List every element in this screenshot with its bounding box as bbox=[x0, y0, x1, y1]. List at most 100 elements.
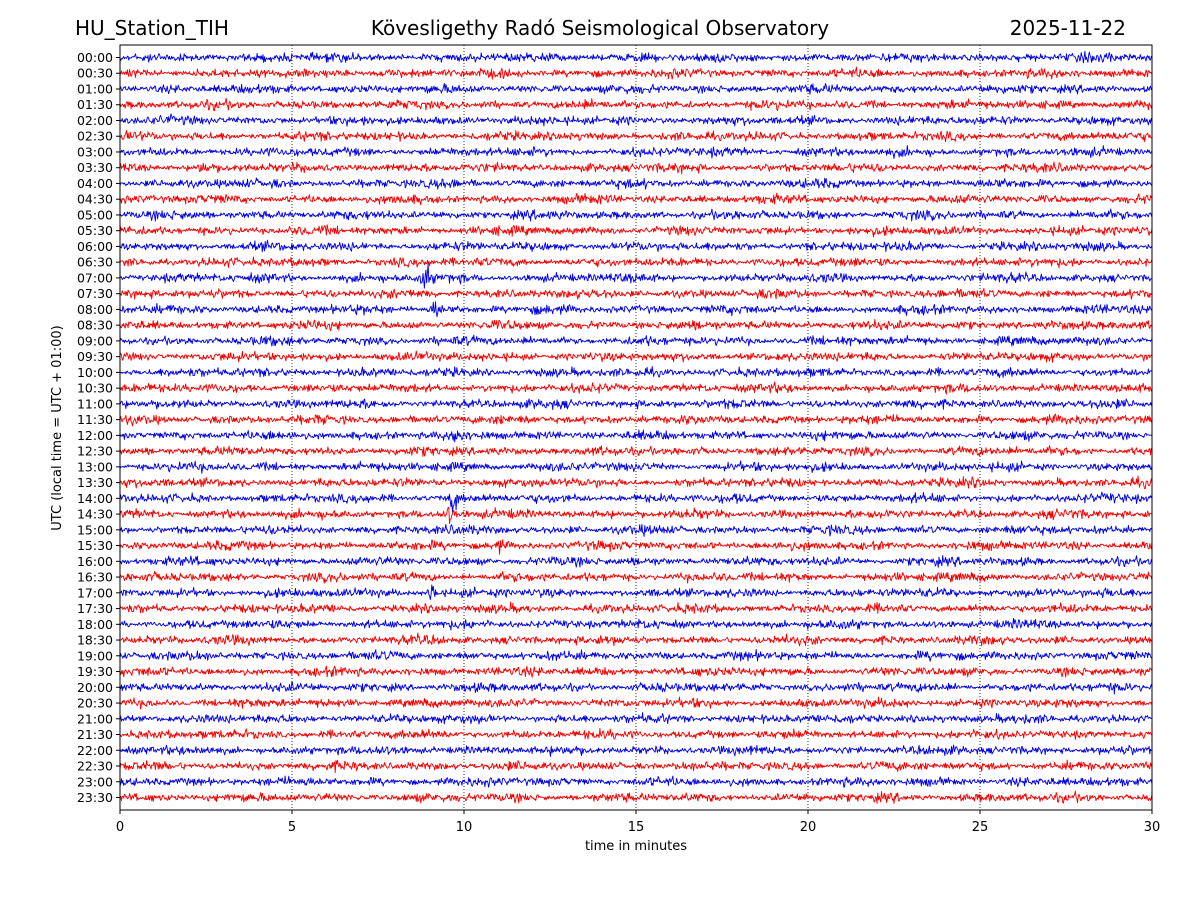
y-axis: 00:0000:3001:0001:3002:0002:3003:0003:30… bbox=[77, 50, 120, 805]
trace-0630 bbox=[119, 256, 1153, 269]
y-tick-label: 05:30 bbox=[77, 223, 113, 238]
y-tick-label: 22:00 bbox=[77, 743, 113, 758]
y-tick-label: 18:00 bbox=[77, 617, 113, 632]
trace-2300 bbox=[119, 775, 1153, 788]
grid bbox=[291, 45, 981, 810]
y-tick-label: 17:30 bbox=[77, 601, 113, 616]
y-tick-label: 23:30 bbox=[77, 790, 113, 805]
x-tick-label: 0 bbox=[116, 820, 124, 835]
x-tick-label: 15 bbox=[628, 820, 645, 835]
trace-1500 bbox=[119, 523, 1153, 537]
y-tick-label: 14:00 bbox=[77, 491, 113, 506]
trace-2330 bbox=[119, 790, 1153, 804]
x-axis: 0 5 10 15 20 25 30 bbox=[116, 810, 1160, 835]
trace-1900 bbox=[119, 648, 1153, 662]
trace-0830 bbox=[119, 319, 1153, 332]
chart-date: 2025-11-22 bbox=[1009, 16, 1126, 40]
trace-1300 bbox=[119, 460, 1153, 474]
trace-1400 bbox=[119, 491, 1153, 513]
trace-0130 bbox=[119, 97, 1153, 112]
y-tick-label: 02:30 bbox=[77, 129, 113, 144]
x-tick-label: 25 bbox=[972, 820, 989, 835]
trace-1430 bbox=[119, 506, 1153, 525]
trace-0330 bbox=[119, 161, 1153, 175]
y-tick-label: 21:00 bbox=[77, 711, 113, 726]
y-tick-label: 09:00 bbox=[77, 333, 113, 348]
trace-0530 bbox=[119, 224, 1153, 238]
trace-1930 bbox=[119, 665, 1153, 678]
trace-2230 bbox=[119, 759, 1153, 774]
y-tick-label: 07:00 bbox=[77, 270, 113, 285]
y-tick-label: 19:30 bbox=[77, 664, 113, 679]
y-tick-label: 03:00 bbox=[77, 144, 113, 159]
y-tick-label: 10:00 bbox=[77, 365, 113, 380]
trace-2030 bbox=[119, 696, 1153, 710]
trace-0500 bbox=[119, 208, 1153, 222]
trace-1630 bbox=[119, 570, 1153, 584]
trace-0700 bbox=[119, 263, 1153, 289]
y-tick-label: 04:30 bbox=[77, 192, 113, 207]
y-tick-label: 18:30 bbox=[77, 633, 113, 648]
y-tick-label: 08:30 bbox=[77, 318, 113, 333]
trace-0400 bbox=[119, 177, 1153, 191]
y-tick-label: 23:00 bbox=[77, 774, 113, 789]
trace-0930 bbox=[119, 350, 1153, 363]
trace-2100 bbox=[119, 712, 1153, 725]
trace-0200 bbox=[119, 113, 1153, 127]
y-tick-label: 22:30 bbox=[77, 759, 113, 774]
y-tick-label: 16:30 bbox=[77, 570, 113, 585]
y-tick-label: 01:00 bbox=[77, 81, 113, 96]
y-tick-label: 03:30 bbox=[77, 160, 113, 175]
y-axis-label: UTC (local time = UTC + 01:00) bbox=[50, 325, 65, 530]
trace-1130 bbox=[119, 413, 1153, 427]
trace-2000 bbox=[119, 681, 1153, 695]
trace-1800 bbox=[119, 617, 1153, 631]
trace-0100 bbox=[119, 82, 1153, 95]
y-tick-label: 06:00 bbox=[77, 239, 113, 254]
trace-1830 bbox=[120, 632, 1153, 647]
trace-0030 bbox=[119, 66, 1153, 80]
y-tick-label: 06:30 bbox=[77, 255, 113, 270]
y-tick-label: 20:30 bbox=[77, 696, 113, 711]
trace-1200 bbox=[119, 429, 1153, 443]
trace-1530 bbox=[119, 539, 1153, 555]
trace-1700 bbox=[119, 584, 1153, 601]
y-tick-label: 12:00 bbox=[77, 428, 113, 443]
y-tick-label: 13:30 bbox=[77, 475, 113, 490]
trace-0000 bbox=[119, 50, 1153, 64]
x-axis-label: time in minutes bbox=[585, 839, 687, 854]
y-tick-label: 14:30 bbox=[77, 507, 113, 522]
y-tick-label: 11:30 bbox=[77, 412, 113, 427]
trace-1730 bbox=[119, 601, 1153, 615]
y-tick-label: 07:30 bbox=[77, 286, 113, 301]
traces bbox=[119, 50, 1153, 804]
y-tick-label: 15:00 bbox=[77, 522, 113, 537]
y-tick-label: 05:00 bbox=[77, 207, 113, 222]
x-tick-label: 5 bbox=[288, 820, 296, 835]
y-tick-label: 04:00 bbox=[77, 176, 113, 191]
y-tick-label: 13:00 bbox=[77, 459, 113, 474]
y-tick-label: 00:00 bbox=[77, 50, 113, 65]
y-tick-label: 15:30 bbox=[77, 538, 113, 553]
y-tick-label: 17:00 bbox=[77, 585, 113, 600]
x-tick-label: 20 bbox=[800, 820, 817, 835]
y-tick-label: 01:30 bbox=[77, 97, 113, 112]
station-name: HU_Station_TIH bbox=[75, 16, 229, 40]
trace-2130 bbox=[119, 728, 1153, 740]
y-tick-label: 08:00 bbox=[77, 302, 113, 317]
trace-0900 bbox=[119, 334, 1153, 347]
y-tick-label: 16:00 bbox=[77, 554, 113, 569]
x-tick-label: 10 bbox=[456, 820, 473, 835]
trace-1600 bbox=[119, 555, 1153, 568]
trace-1000 bbox=[119, 366, 1153, 378]
trace-0600 bbox=[119, 239, 1153, 253]
y-tick-label: 09:30 bbox=[77, 349, 113, 364]
trace-2200 bbox=[119, 744, 1153, 758]
x-tick-label: 30 bbox=[1144, 820, 1161, 835]
trace-1230 bbox=[119, 445, 1153, 458]
trace-0800 bbox=[119, 301, 1153, 318]
y-tick-label: 00:30 bbox=[77, 66, 113, 81]
y-tick-label: 21:30 bbox=[77, 727, 113, 742]
trace-0430 bbox=[119, 192, 1153, 206]
